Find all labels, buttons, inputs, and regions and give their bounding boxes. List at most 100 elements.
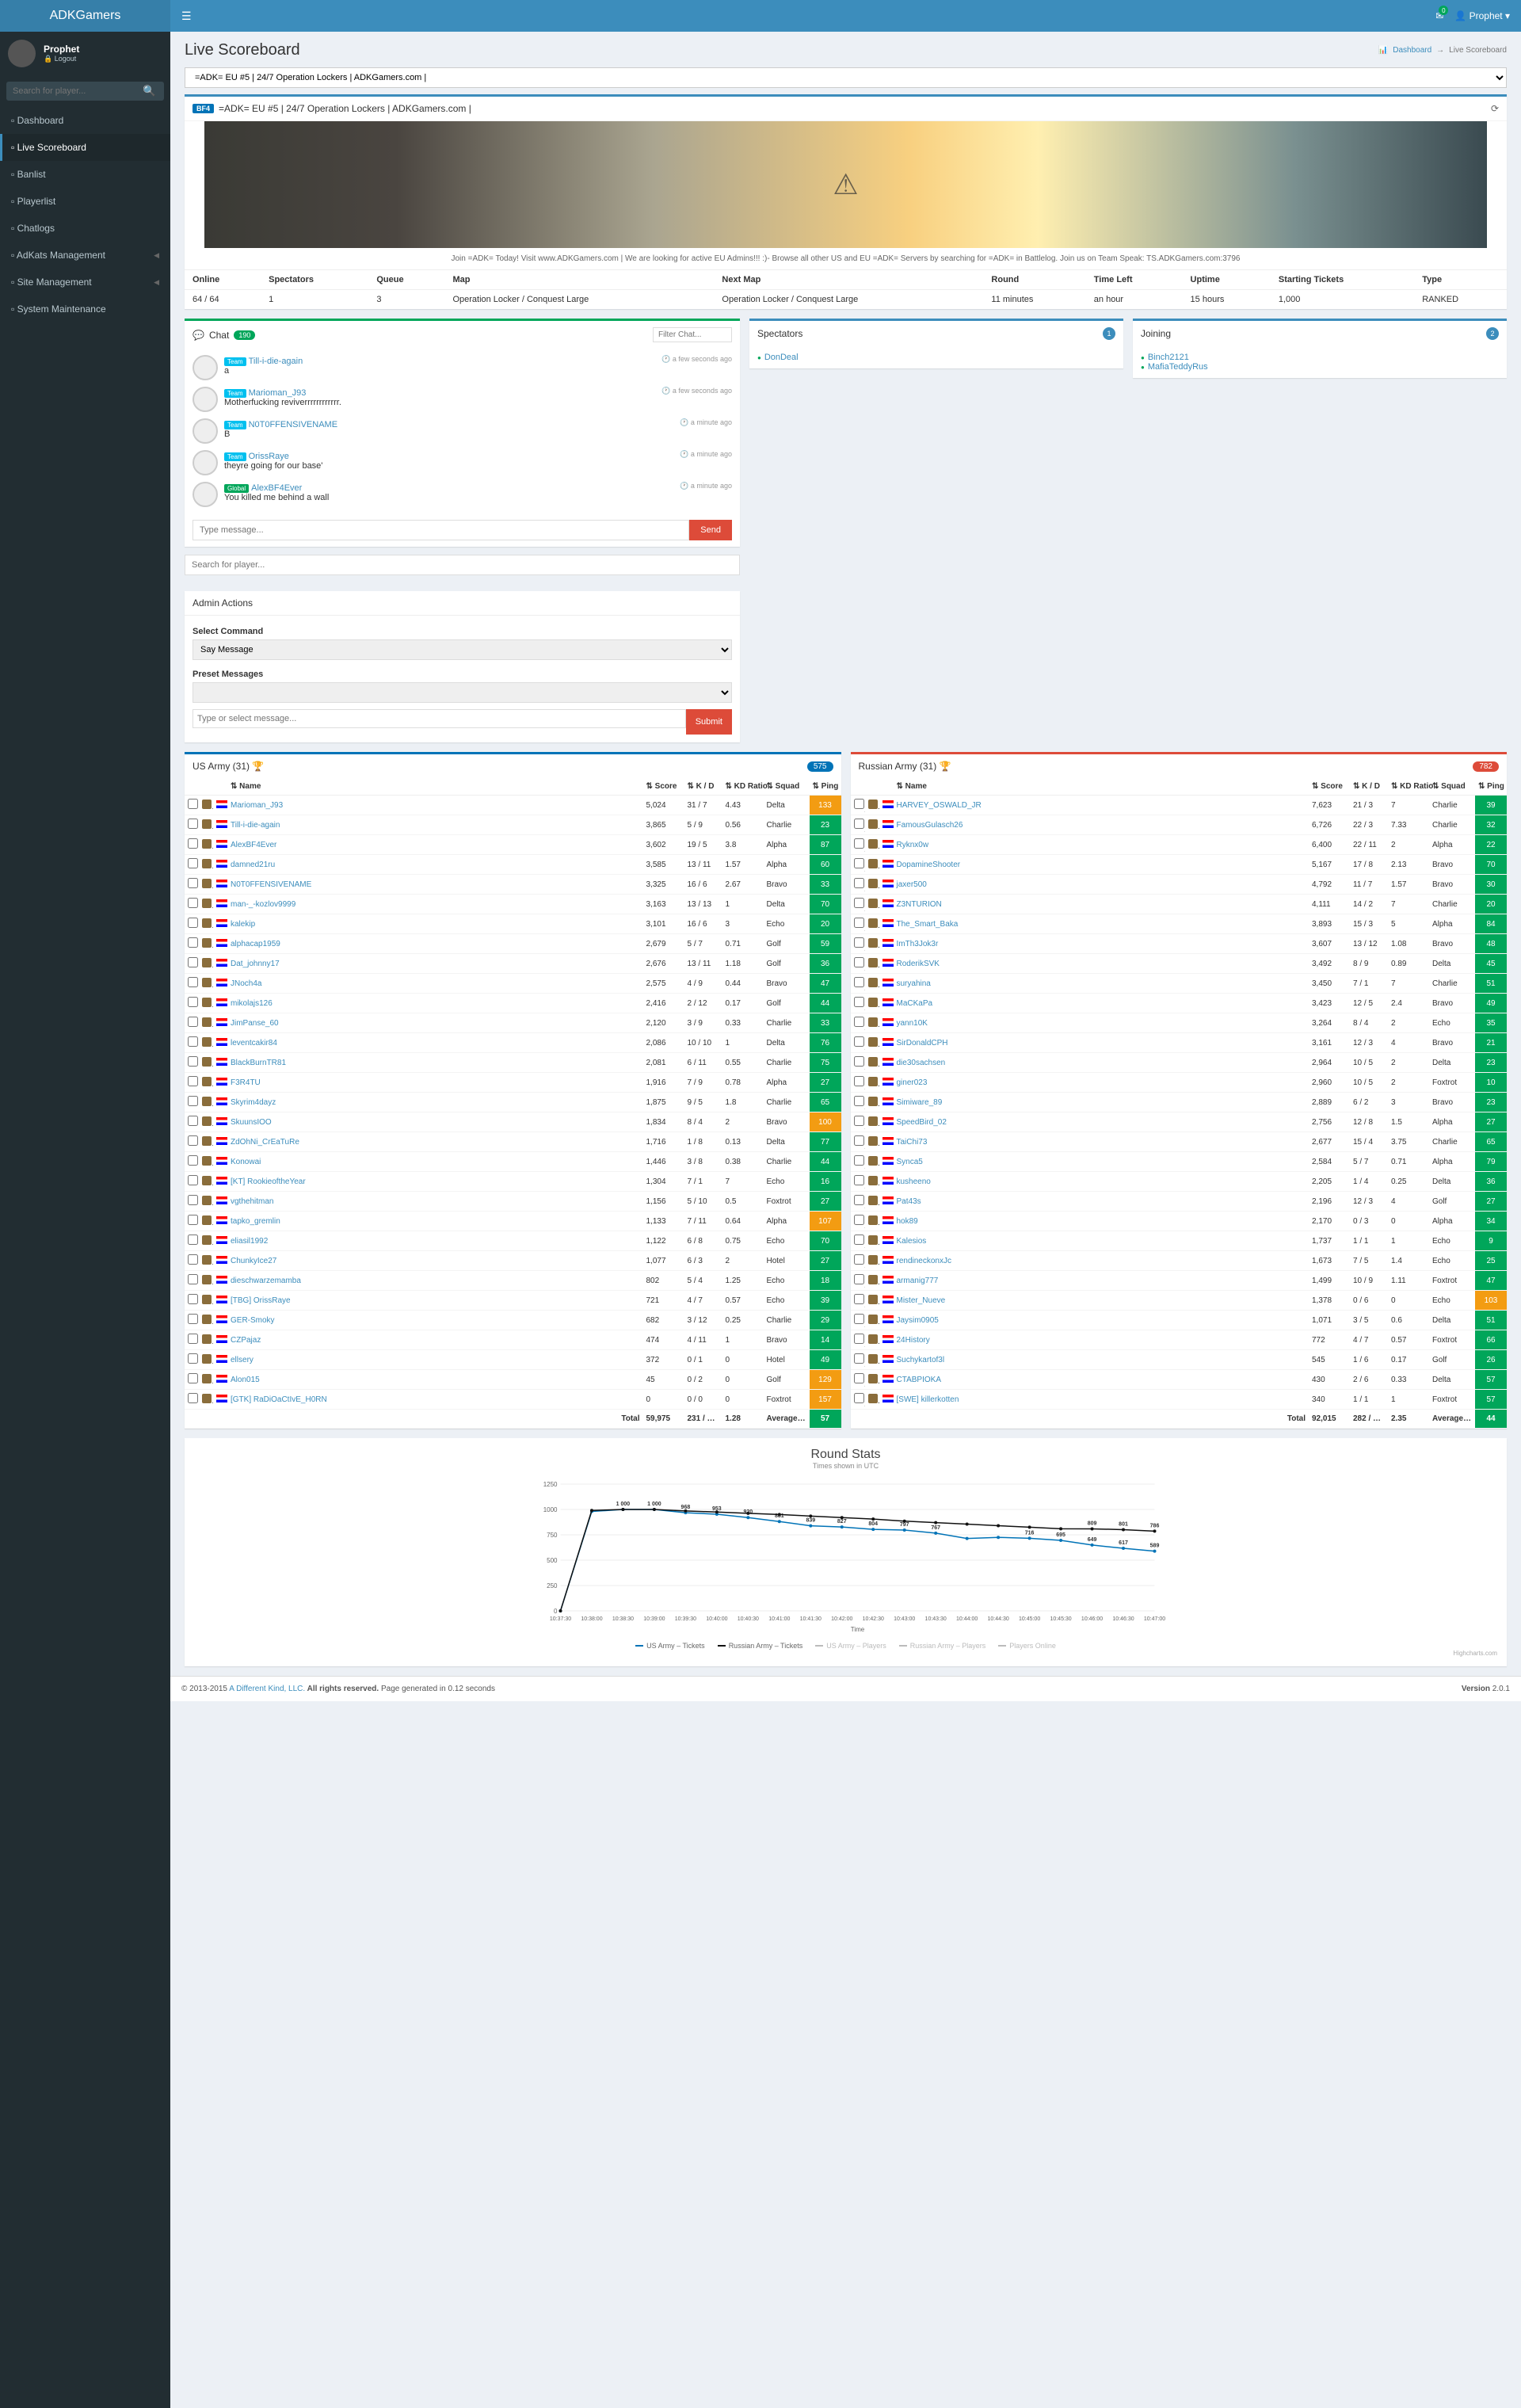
- nav: ▫ Dashboard▫ Live Scoreboard▫ Banlist▫ P…: [0, 107, 170, 322]
- table-row[interactable]: Ryknx0w6,40022 / 112Alpha22: [851, 835, 1508, 855]
- table-row[interactable]: FamousGulasch266,72622 / 37.33Charlie32: [851, 815, 1508, 835]
- table-row[interactable]: yann10K3,2648 / 42Echo35: [851, 1013, 1508, 1033]
- table-row[interactable]: Pat43s2,19612 / 34Golf27: [851, 1192, 1508, 1212]
- breadcrumb-home[interactable]: Dashboard: [1393, 46, 1431, 55]
- table-row[interactable]: jaxer5004,79211 / 71.57Bravo30: [851, 875, 1508, 895]
- table-row[interactable]: MaCKaPa3,42312 / 52.4Bravo49: [851, 994, 1508, 1013]
- table-row[interactable]: kalekip3,10116 / 63Echo20: [185, 914, 841, 934]
- table-row[interactable]: alphacap19592,6795 / 70.71Golf59: [185, 934, 841, 954]
- preset-label: Preset Messages: [193, 670, 732, 679]
- table-row[interactable]: Skyrim4dayz1,8759 / 51.8Charlie65: [185, 1093, 841, 1112]
- table-row[interactable]: man-_-kozlov99993,16313 / 131Delta70: [185, 895, 841, 914]
- search-icon[interactable]: 🔍: [135, 82, 164, 101]
- sidebar-toggle[interactable]: ☰: [170, 10, 203, 23]
- table-row[interactable]: Simiware_892,8896 / 23Bravo23: [851, 1093, 1508, 1112]
- server-info: Join =ADK= Today! Visit www.ADKGamers.co…: [185, 248, 1507, 269]
- table-row[interactable]: Marioman_J935,02431 / 74.43Delta133: [185, 796, 841, 815]
- table-row[interactable]: The_Smart_Baka3,89315 / 35Alpha84: [851, 914, 1508, 934]
- table-row[interactable]: eliasil19921,1226 / 80.75Echo70: [185, 1231, 841, 1251]
- table-row[interactable]: tapko_gremlin1,1337 / 110.64Alpha107: [185, 1212, 841, 1231]
- user-menu[interactable]: 👤 Prophet ▾: [1454, 10, 1510, 21]
- table-row[interactable]: dieschwarzemamba8025 / 41.25Echo18: [185, 1271, 841, 1291]
- table-row[interactable]: 24History7724 / 70.57Foxtrot66: [851, 1330, 1508, 1350]
- messages-icon[interactable]: ✉0: [1435, 10, 1443, 21]
- table-row[interactable]: Kalesios1,7371 / 11Echo9: [851, 1231, 1508, 1251]
- table-row[interactable]: CZPajaz4744 / 111Bravo14: [185, 1330, 841, 1350]
- chat-title: Chat: [209, 330, 229, 341]
- table-row[interactable]: die30sachsen2,96410 / 52Delta23: [851, 1053, 1508, 1073]
- admin-msg-input[interactable]: [193, 709, 686, 728]
- table-row[interactable]: HARVEY_OSWALD_JR7,62321 / 37Charlie39: [851, 796, 1508, 815]
- admin-submit-button[interactable]: Submit: [686, 709, 732, 735]
- table-row[interactable]: damned21ru3,58513 / 111.57Alpha60: [185, 855, 841, 875]
- table-row[interactable]: Konowai1,4463 / 80.38Charlie44: [185, 1152, 841, 1172]
- nav-item[interactable]: ▫ System Maintenance: [0, 296, 170, 322]
- preset-select[interactable]: [193, 682, 732, 703]
- table-row[interactable]: SpeedBird_022,75612 / 81.5Alpha27: [851, 1112, 1508, 1132]
- chat-send-button[interactable]: Send: [689, 520, 732, 540]
- table-row[interactable]: TaiChi732,67715 / 43.75Charlie65: [851, 1132, 1508, 1152]
- table-row[interactable]: SirDonaldCPH3,16112 / 34Bravo21: [851, 1033, 1508, 1053]
- table-row[interactable]: Jaysim09051,0713 / 50.6Delta51: [851, 1311, 1508, 1330]
- svg-text:1250: 1250: [543, 1481, 558, 1488]
- server-select[interactable]: =ADK= EU #5 | 24/7 Operation Lockers | A…: [185, 67, 1507, 88]
- chat-input[interactable]: [193, 520, 689, 540]
- refresh-icon[interactable]: ⟳: [1491, 103, 1499, 114]
- table-row[interactable]: N0T0FFENSIVENAME3,32516 / 62.67Bravo33: [185, 875, 841, 895]
- player-search-input[interactable]: [185, 555, 740, 575]
- table-row[interactable]: ChunkyIce271,0776 / 32Hotel27: [185, 1251, 841, 1271]
- footer: © 2013-2015 A Different Kind, LLC. All r…: [170, 1676, 1521, 1701]
- table-row[interactable]: suryahina3,4507 / 17Charlie51: [851, 974, 1508, 994]
- admin-actions-panel: Admin Actions Select Command Say Message…: [185, 591, 740, 742]
- nav-item[interactable]: ▫ Dashboard: [0, 107, 170, 134]
- table-row[interactable]: rendineckonxJc1,6737 / 51.4Echo25: [851, 1251, 1508, 1271]
- svg-text:10:38:00: 10:38:00: [581, 1616, 602, 1622]
- table-row[interactable]: GER-Smoky6823 / 120.25Charlie29: [185, 1311, 841, 1330]
- table-row[interactable]: SkuunsIOO1,8348 / 42Bravo100: [185, 1112, 841, 1132]
- cmd-select[interactable]: Say Message: [193, 639, 732, 660]
- table-row[interactable]: ellsery3720 / 10Hotel49: [185, 1350, 841, 1370]
- table-row[interactable]: DopamineShooter5,16717 / 82.13Bravo70: [851, 855, 1508, 875]
- table-row[interactable]: [GTK] RaDiOaCtIvE_H0RN00 / 00Foxtrot157: [185, 1390, 841, 1410]
- nav-item[interactable]: ▫ Site Management◀: [0, 269, 170, 296]
- table-row[interactable]: [TBG] OrissRaye7214 / 70.57Echo39: [185, 1291, 841, 1311]
- dashboard-icon: 📊: [1378, 46, 1388, 55]
- nav-item[interactable]: ▫ Live Scoreboard: [0, 134, 170, 161]
- sidebar-search-input[interactable]: [6, 82, 135, 101]
- table-row[interactable]: giner0232,96010 / 52Foxtrot10: [851, 1073, 1508, 1093]
- table-row[interactable]: vgthehitman1,1565 / 100.5Foxtrot27: [185, 1192, 841, 1212]
- table-row[interactable]: Till-i-die-again3,8655 / 90.56Charlie23: [185, 815, 841, 835]
- svg-text:617: 617: [1119, 1540, 1128, 1546]
- table-row[interactable]: RoderikSVK3,4928 / 90.89Delta45: [851, 954, 1508, 974]
- table-row[interactable]: Mister_Nueve1,3780 / 60Echo103: [851, 1291, 1508, 1311]
- nav-item[interactable]: ▫ Chatlogs: [0, 215, 170, 242]
- footer-link[interactable]: A Different Kind, LLC.: [229, 1685, 305, 1693]
- table-row[interactable]: Alon015450 / 20Golf129: [185, 1370, 841, 1390]
- nav-item[interactable]: ▫ AdKats Management◀: [0, 242, 170, 269]
- table-row[interactable]: mikolajs1262,4162 / 120.17Golf44: [185, 994, 841, 1013]
- table-row[interactable]: leventcakir842,08610 / 101Delta76: [185, 1033, 841, 1053]
- nav-item[interactable]: ▫ Banlist: [0, 161, 170, 188]
- sidebar: Prophet 🔒 Logout 🔍 ▫ Dashboard▫ Live Sco…: [0, 32, 170, 2408]
- table-row[interactable]: JimPanse_602,1203 / 90.33Charlie33: [185, 1013, 841, 1033]
- table-row[interactable]: AlexBF4Ever3,60219 / 53.8Alpha87: [185, 835, 841, 855]
- table-row[interactable]: ImTh3Jok3r3,60713 / 121.08Bravo48: [851, 934, 1508, 954]
- table-row[interactable]: kusheeno2,2051 / 40.25Delta36: [851, 1172, 1508, 1192]
- table-row[interactable]: BlackBurnTR812,0816 / 110.55Charlie75: [185, 1053, 841, 1073]
- table-row[interactable]: [SWE] killerkotten3401 / 11Foxtrot57: [851, 1390, 1508, 1410]
- table-row[interactable]: CTABPIOKA4302 / 60.33Delta57: [851, 1370, 1508, 1390]
- table-row[interactable]: ZdOhNi_CrEaTuRe1,7161 / 80.13Delta77: [185, 1132, 841, 1152]
- logout-link[interactable]: 🔒 Logout: [44, 55, 79, 63]
- table-row[interactable]: Dat_johnny172,67613 / 111.18Golf36: [185, 954, 841, 974]
- table-row[interactable]: armanig7771,49910 / 91.11Foxtrot47: [851, 1271, 1508, 1291]
- table-row[interactable]: JNoch4a2,5754 / 90.44Bravo47: [185, 974, 841, 994]
- table-row[interactable]: Synca52,5845 / 70.71Alpha79: [851, 1152, 1508, 1172]
- table-row[interactable]: Suchykartof3l5451 / 60.17Golf26: [851, 1350, 1508, 1370]
- table-row[interactable]: hok892,1700 / 30Alpha34: [851, 1212, 1508, 1231]
- table-row[interactable]: F3R4TU1,9167 / 90.78Alpha27: [185, 1073, 841, 1093]
- chat-filter-input[interactable]: [653, 327, 732, 342]
- brand-logo[interactable]: ADKGamers: [0, 0, 170, 32]
- table-row[interactable]: Z3NTURION4,11114 / 27Charlie20: [851, 895, 1508, 914]
- nav-item[interactable]: ▫ Playerlist: [0, 188, 170, 215]
- table-row[interactable]: [KT] RookieoftheYear1,3047 / 17Echo16: [185, 1172, 841, 1192]
